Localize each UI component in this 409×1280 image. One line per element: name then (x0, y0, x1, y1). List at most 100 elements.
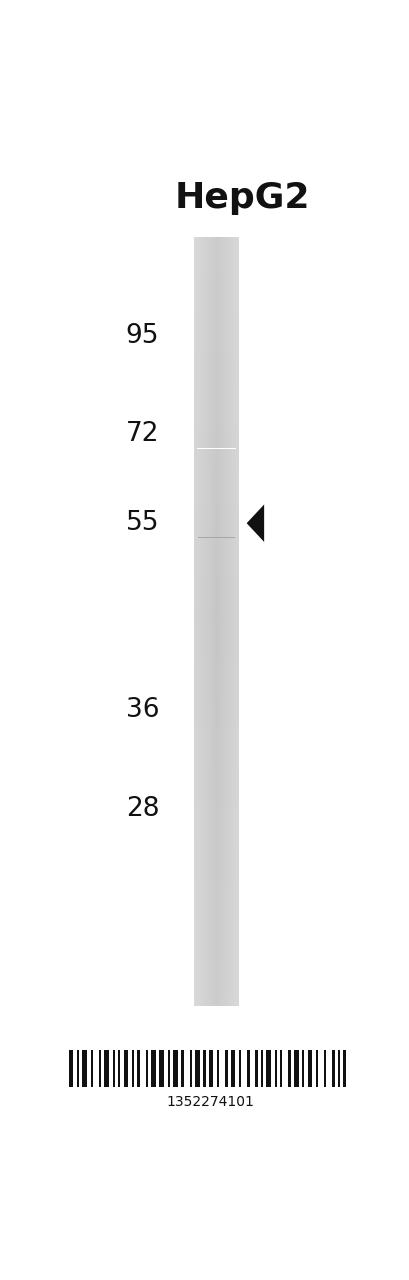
Bar (342, 1050, 345, 1087)
Bar (238, 1050, 241, 1087)
Bar (205, 237, 206, 1006)
Bar (194, 324, 238, 334)
Bar (194, 842, 238, 852)
Bar (214, 237, 215, 1006)
Bar (194, 622, 238, 631)
Bar (194, 929, 238, 938)
Bar (194, 756, 238, 765)
Bar (260, 1050, 263, 1087)
Bar (194, 294, 238, 305)
Bar (194, 305, 238, 315)
Bar (213, 237, 214, 1006)
Bar (231, 237, 233, 1006)
Bar (217, 237, 218, 1006)
Bar (204, 237, 205, 1006)
Bar (194, 507, 238, 516)
Bar (203, 1050, 205, 1087)
Bar (211, 237, 213, 1006)
Bar (194, 891, 238, 900)
Bar (194, 881, 238, 891)
Bar (194, 795, 238, 804)
Bar (216, 237, 217, 1006)
Bar (194, 439, 238, 449)
Bar (194, 785, 238, 795)
Bar (69, 1050, 73, 1087)
Bar (218, 237, 219, 1006)
Bar (195, 237, 196, 1006)
Bar (209, 237, 210, 1006)
Bar (194, 381, 238, 392)
Bar (194, 545, 238, 554)
Bar (194, 765, 238, 776)
Bar (194, 411, 238, 420)
Bar (293, 1050, 298, 1087)
Bar (194, 449, 238, 458)
Bar (226, 237, 227, 1006)
Bar (198, 237, 199, 1006)
Bar (194, 285, 238, 294)
Bar (216, 1050, 219, 1087)
Bar (194, 833, 238, 842)
Bar (194, 372, 238, 381)
Bar (194, 852, 238, 861)
Bar (194, 612, 238, 622)
Bar (194, 727, 238, 737)
Bar (194, 315, 238, 324)
Bar (301, 1050, 304, 1087)
Bar (194, 631, 238, 641)
Bar (159, 1050, 164, 1087)
Text: 55: 55 (126, 511, 159, 536)
Bar (194, 968, 238, 978)
Bar (228, 237, 229, 1006)
Bar (194, 997, 238, 1006)
Bar (234, 237, 235, 1006)
Bar (202, 237, 204, 1006)
Bar (266, 1050, 270, 1087)
Bar (194, 814, 238, 823)
Bar (194, 488, 238, 497)
Bar (194, 392, 238, 401)
Bar (288, 1050, 290, 1087)
Text: 95: 95 (126, 323, 159, 349)
Bar (151, 1050, 155, 1087)
Bar (82, 1050, 87, 1087)
Bar (194, 948, 238, 959)
Bar (230, 237, 231, 1006)
Bar (194, 256, 238, 266)
Bar (194, 746, 238, 756)
Bar (194, 362, 238, 372)
Bar (215, 237, 216, 1006)
Polygon shape (246, 504, 263, 541)
Bar (237, 237, 238, 1006)
Bar (124, 1050, 128, 1087)
Bar (194, 237, 195, 1006)
Bar (194, 526, 238, 535)
Bar (197, 237, 198, 1006)
Bar (279, 1050, 282, 1087)
Bar (194, 343, 238, 353)
Bar (224, 237, 225, 1006)
Bar (194, 938, 238, 948)
Text: 72: 72 (126, 421, 159, 448)
Bar (331, 1050, 334, 1087)
Bar (194, 959, 238, 968)
Bar (222, 237, 224, 1006)
Bar (194, 776, 238, 785)
Bar (194, 247, 238, 256)
Bar (194, 699, 238, 708)
Bar (225, 237, 226, 1006)
Bar (229, 237, 230, 1006)
Bar (247, 1050, 249, 1087)
Bar (145, 1050, 148, 1087)
Bar (194, 910, 238, 919)
Text: HepG2: HepG2 (174, 180, 309, 215)
Bar (194, 737, 238, 746)
Bar (194, 669, 238, 680)
Bar (194, 266, 238, 275)
Bar (194, 584, 238, 593)
Text: 28: 28 (126, 796, 159, 822)
Bar (307, 1050, 312, 1087)
Bar (194, 554, 238, 564)
Bar (233, 237, 234, 1006)
Bar (194, 603, 238, 612)
